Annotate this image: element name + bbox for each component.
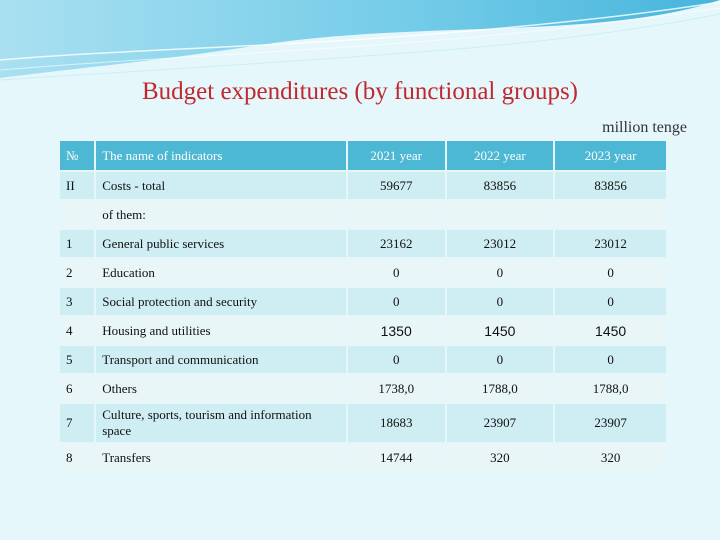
- row-value-2023: 320: [555, 444, 666, 471]
- row-name: Social protection and security: [96, 288, 346, 315]
- row-number: 8: [60, 444, 95, 471]
- row-value-2021: 18683: [347, 404, 445, 442]
- table-row: 8 Transfers 14744 320 320: [60, 444, 666, 471]
- row-value-2022: 23012: [446, 230, 554, 257]
- header-2021: 2021 year: [347, 141, 445, 170]
- header-wave-decoration: [0, 0, 720, 81]
- row-value-2021: [347, 201, 445, 228]
- unit-label: million tenge: [602, 119, 687, 136]
- row-value-2021: 0: [347, 259, 445, 286]
- row-value-2023: 1788,0: [555, 375, 666, 402]
- row-value-2022: 83856: [446, 172, 554, 199]
- table-row: of them:: [60, 201, 666, 228]
- header-2023: 2023 year: [555, 141, 666, 170]
- row-name: Transport and communication: [96, 346, 346, 373]
- budget-table: № The name of indicators 2021 year 2022 …: [58, 139, 668, 473]
- table-header-row: № The name of indicators 2021 year 2022 …: [60, 141, 666, 170]
- row-number: 4: [60, 317, 95, 344]
- row-name: Costs - total: [96, 172, 346, 199]
- row-value-2023: 0: [555, 288, 666, 315]
- row-number: 7: [60, 404, 95, 442]
- row-number: 6: [60, 375, 95, 402]
- row-value-2022: 0: [446, 259, 554, 286]
- row-value-2021: 1738,0: [347, 375, 445, 402]
- row-value-2022: [446, 201, 554, 228]
- row-value-2022: 23907: [446, 404, 554, 442]
- row-value-2023: [555, 201, 666, 228]
- row-value-2022: 320: [446, 444, 554, 471]
- table-row: II Costs - total 59677 83856 83856: [60, 172, 666, 199]
- row-name: Transfers: [96, 444, 346, 471]
- row-value-2023: 83856: [555, 172, 666, 199]
- row-value-2023: 0: [555, 259, 666, 286]
- row-value-2023: 1450: [555, 317, 666, 344]
- row-number: [60, 201, 95, 228]
- table-row: 6 Others 1738,0 1788,0 1788,0: [60, 375, 666, 402]
- table-row: 3 Social protection and security 0 0 0: [60, 288, 666, 315]
- table-row: 5 Transport and communication 0 0 0: [60, 346, 666, 373]
- row-number: 2: [60, 259, 95, 286]
- header-2022: 2022 year: [446, 141, 554, 170]
- row-value-2021: 0: [347, 346, 445, 373]
- row-value-2023: 0: [555, 346, 666, 373]
- row-name: Housing and utilities: [96, 317, 346, 344]
- row-name: of them:: [96, 201, 346, 228]
- row-name: Others: [96, 375, 346, 402]
- row-value-2021: 0: [347, 288, 445, 315]
- page-title: Budget expenditures (by functional group…: [141, 78, 578, 105]
- row-value-2021: 59677: [347, 172, 445, 199]
- row-value-2021: 1350: [347, 317, 445, 344]
- row-name: Education: [96, 259, 346, 286]
- row-value-2022: 0: [446, 346, 554, 373]
- header-number: №: [60, 141, 95, 170]
- row-number: 3: [60, 288, 95, 315]
- row-name: General public services: [96, 230, 346, 257]
- header-indicator-name: The name of indicators: [96, 141, 346, 170]
- row-value-2021: 14744: [347, 444, 445, 471]
- row-value-2022: 1788,0: [446, 375, 554, 402]
- row-value-2022: 1450: [446, 317, 554, 344]
- row-value-2021: 23162: [347, 230, 445, 257]
- table-row: 4 Housing and utilities 1350 1450 1450: [60, 317, 666, 344]
- row-number: 5: [60, 346, 95, 373]
- row-value-2022: 0: [446, 288, 554, 315]
- row-number: II: [60, 172, 95, 199]
- row-value-2023: 23907: [555, 404, 666, 442]
- row-value-2023: 23012: [555, 230, 666, 257]
- table-row: 7 Culture, sports, tourism and informati…: [60, 404, 666, 442]
- table-row: 1 General public services 23162 23012 23…: [60, 230, 666, 257]
- row-name: Culture, sports, tourism and information…: [96, 404, 346, 442]
- row-number: 1: [60, 230, 95, 257]
- table-row: 2 Education 0 0 0: [60, 259, 666, 286]
